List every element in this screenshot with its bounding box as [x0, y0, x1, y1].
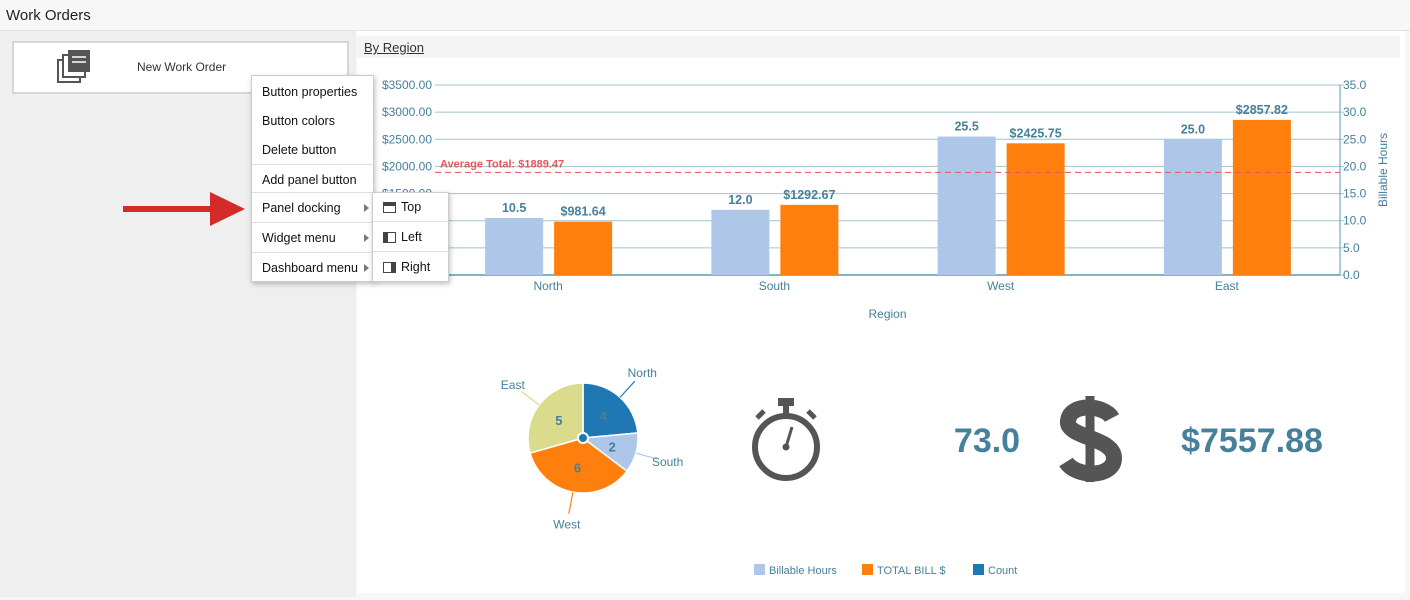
- y2-tick-label: 30.0: [1343, 105, 1367, 119]
- y-tick-label: $3500.00: [382, 78, 432, 92]
- x-tick-label: West: [987, 279, 1015, 293]
- bar: [937, 136, 996, 275]
- bar: [485, 218, 544, 275]
- value-label: 25.5: [954, 120, 978, 134]
- button-label: New Work Order: [137, 60, 227, 74]
- dock-left-icon: [383, 232, 396, 243]
- menu-item[interactable]: Delete button: [262, 143, 337, 157]
- menu-item[interactable]: Panel docking: [262, 201, 341, 215]
- pie-center: [577, 432, 589, 444]
- y2-tick-label: 0.0: [1343, 268, 1360, 282]
- y-tick-label: $3000.00: [382, 105, 432, 119]
- menu-separator: [252, 192, 373, 193]
- submenu: Top Left Right: [372, 192, 449, 282]
- menu-item[interactable]: Button colors: [262, 114, 335, 128]
- header: Work Orders: [0, 0, 1410, 31]
- pie-value-label: 2: [608, 439, 615, 454]
- bar: [780, 204, 839, 275]
- legend-label: Billable Hours: [769, 565, 837, 577]
- pie-leader: [521, 391, 540, 406]
- pie-category-label: East: [501, 378, 526, 392]
- pie-slice: [529, 437, 628, 494]
- dock-top-icon: [383, 202, 396, 213]
- submenu-item[interactable]: Top: [401, 200, 422, 214]
- header-title: Work Orders: [6, 7, 91, 24]
- menu-item[interactable]: Add panel button: [262, 173, 357, 187]
- bar: [1006, 143, 1065, 275]
- menu-item[interactable]: Widget menu: [262, 231, 336, 245]
- x-axis-label: Region: [868, 307, 906, 321]
- panel-title-bar: By Region: [357, 36, 1400, 58]
- bar: [1163, 139, 1222, 275]
- y-tick-label: $2000.00: [382, 159, 432, 173]
- pie-leader: [568, 491, 574, 514]
- kpi-total: $7557.88: [1181, 422, 1323, 460]
- new-work-order-button[interactable]: New Work Order: [12, 41, 349, 94]
- reference-label: Average Total: $1889.47: [440, 158, 564, 170]
- dollar-icon: [1059, 396, 1123, 482]
- stopwatch-icon: [752, 398, 820, 481]
- value-label: $1292.67: [783, 188, 835, 202]
- pie-slice: [527, 382, 584, 454]
- red-arrow: [123, 192, 245, 226]
- right-panel: [357, 31, 1405, 593]
- menu-separator: [252, 164, 373, 165]
- x-tick-label: East: [1215, 279, 1240, 293]
- x-tick-label: South: [759, 279, 790, 293]
- legend-label: Count: [988, 565, 1017, 577]
- pie-value-label: 5: [555, 413, 562, 428]
- button-icon: [57, 50, 90, 83]
- dock-right-icon: [383, 262, 396, 273]
- legend-swatch: [862, 564, 873, 575]
- value-label: $2425.75: [1010, 126, 1062, 140]
- submenu-arrow: [364, 234, 369, 242]
- bar: [711, 209, 770, 275]
- pie-category-label: South: [652, 455, 683, 469]
- menu-separator: [373, 251, 448, 252]
- y2-tick-label: 20.0: [1343, 159, 1367, 173]
- submenu-arrow: [364, 264, 369, 272]
- menu-separator: [373, 221, 448, 222]
- y2-tick-label: 5.0: [1343, 241, 1360, 255]
- y2-tick-label: 25.0: [1343, 132, 1367, 146]
- menu-separator: [252, 252, 373, 253]
- value-label: $981.64: [561, 205, 606, 219]
- pie-value-label: 4: [600, 409, 608, 424]
- kpi-hours: 73.0: [954, 422, 1020, 460]
- value-label: 12.0: [728, 193, 752, 207]
- submenu-item[interactable]: Right: [401, 260, 431, 274]
- context-menu: Button properties Button colors Delete b…: [251, 75, 374, 282]
- legend-label: TOTAL BILL $: [877, 565, 945, 577]
- pie-slice: [582, 382, 639, 439]
- value-label: 25.0: [1181, 122, 1205, 136]
- pie-value-label: 6: [574, 461, 581, 476]
- y2-tick-label: 15.0: [1343, 187, 1367, 201]
- legend-swatch: [754, 564, 765, 575]
- x-tick-label: North: [533, 279, 562, 293]
- value-label: 10.5: [502, 201, 526, 215]
- legend-swatch: [973, 564, 984, 575]
- y2-axis-label: Billable Hours: [1376, 133, 1390, 207]
- menu-item[interactable]: Button properties: [262, 85, 358, 99]
- bar: [554, 221, 613, 275]
- y2-tick-label: 35.0: [1343, 78, 1367, 92]
- pie-category-label: West: [553, 518, 581, 532]
- pie-leader: [635, 452, 658, 460]
- panel-title[interactable]: By Region: [364, 40, 424, 55]
- pie-category-label: North: [628, 366, 657, 380]
- submenu-item[interactable]: Left: [401, 230, 422, 244]
- submenu-arrow: [364, 204, 369, 212]
- pie-leader: [619, 380, 636, 398]
- menu-separator: [252, 222, 373, 223]
- value-label: $2857.82: [1236, 103, 1288, 117]
- menu-item[interactable]: Dashboard menu: [262, 261, 358, 275]
- bar: [1232, 119, 1291, 275]
- y-tick-label: $2500.00: [382, 132, 432, 146]
- y2-tick-label: 10.0: [1343, 214, 1367, 228]
